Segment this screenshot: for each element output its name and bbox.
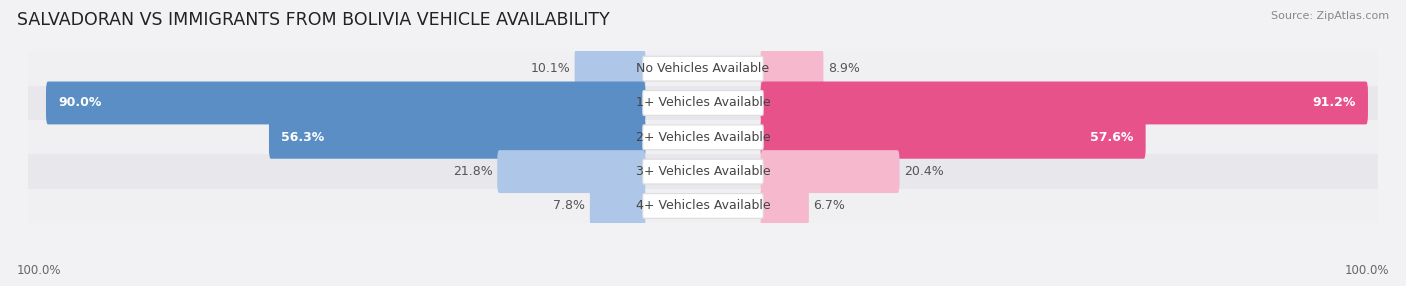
FancyBboxPatch shape (575, 47, 645, 90)
Text: 10.1%: 10.1% (530, 62, 569, 75)
Text: 57.6%: 57.6% (1091, 131, 1133, 144)
Text: No Vehicles Available: No Vehicles Available (637, 62, 769, 75)
Bar (28, 189, 1378, 223)
Text: 6.7%: 6.7% (814, 199, 845, 212)
FancyBboxPatch shape (643, 194, 763, 218)
Bar (28, 86, 1378, 120)
FancyBboxPatch shape (761, 184, 808, 227)
FancyBboxPatch shape (761, 150, 900, 193)
Bar (28, 154, 1378, 189)
Text: 56.3%: 56.3% (281, 131, 325, 144)
Text: 100.0%: 100.0% (17, 265, 62, 277)
Bar (28, 51, 1378, 86)
Text: 21.8%: 21.8% (453, 165, 492, 178)
Text: 90.0%: 90.0% (58, 96, 101, 110)
Text: 3+ Vehicles Available: 3+ Vehicles Available (636, 165, 770, 178)
Text: 100.0%: 100.0% (1344, 265, 1389, 277)
Text: SALVADORAN VS IMMIGRANTS FROM BOLIVIA VEHICLE AVAILABILITY: SALVADORAN VS IMMIGRANTS FROM BOLIVIA VE… (17, 11, 610, 29)
Legend: Salvadoran, Immigrants from Bolivia: Salvadoran, Immigrants from Bolivia (557, 283, 849, 286)
Bar (28, 120, 1378, 154)
Text: 4+ Vehicles Available: 4+ Vehicles Available (636, 199, 770, 212)
Text: 20.4%: 20.4% (904, 165, 943, 178)
Text: 1+ Vehicles Available: 1+ Vehicles Available (636, 96, 770, 110)
FancyBboxPatch shape (761, 82, 1368, 124)
FancyBboxPatch shape (761, 116, 1146, 159)
Text: 8.9%: 8.9% (828, 62, 860, 75)
Text: 91.2%: 91.2% (1313, 96, 1355, 110)
FancyBboxPatch shape (591, 184, 645, 227)
FancyBboxPatch shape (269, 116, 645, 159)
FancyBboxPatch shape (643, 159, 763, 184)
Text: 7.8%: 7.8% (553, 199, 585, 212)
Text: 2+ Vehicles Available: 2+ Vehicles Available (636, 131, 770, 144)
FancyBboxPatch shape (643, 125, 763, 150)
Text: Source: ZipAtlas.com: Source: ZipAtlas.com (1271, 11, 1389, 21)
FancyBboxPatch shape (498, 150, 645, 193)
FancyBboxPatch shape (643, 56, 763, 81)
FancyBboxPatch shape (46, 82, 645, 124)
FancyBboxPatch shape (643, 91, 763, 115)
FancyBboxPatch shape (761, 47, 824, 90)
